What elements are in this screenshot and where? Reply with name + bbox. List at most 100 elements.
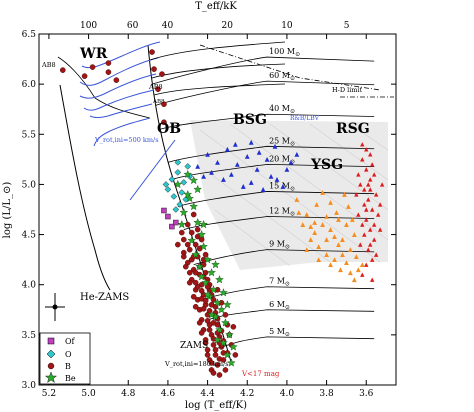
point-ysg-7	[344, 222, 349, 227]
point-bsg-14	[248, 180, 254, 185]
annotation-zams: ZAMS	[180, 341, 208, 351]
legend-label-o: O	[65, 350, 72, 359]
point-rsg-25	[373, 252, 379, 257]
point-be-11	[201, 278, 210, 287]
point-bsg-8	[284, 166, 290, 172]
annotation-ab8-right: AB8	[148, 83, 163, 91]
point-ysg-34	[338, 267, 343, 273]
point-bsg-20	[232, 141, 238, 147]
region-label-rsg: RSG	[336, 121, 370, 137]
point-rsg-7	[368, 227, 373, 232]
point-be-34	[211, 260, 220, 269]
track-label-sun-8: ⊙	[285, 281, 290, 288]
point-rsg-35	[360, 142, 365, 147]
y-axis-label: log (L/L_⊙)	[2, 182, 13, 239]
point-be-38	[177, 219, 187, 229]
x-tick-label-7: 3.8	[319, 389, 334, 399]
point-ysg-23	[342, 192, 347, 197]
x-tick-label-3: 4.6	[161, 389, 176, 399]
point-b-4	[113, 77, 120, 83]
point-bsg-21	[248, 139, 254, 145]
point-bsg-17	[280, 184, 286, 189]
wr-loops	[57, 56, 151, 119]
point-be-35	[215, 275, 224, 284]
point-bsg-16	[268, 174, 274, 179]
point-ysg-11	[316, 244, 322, 250]
point-ysg-31	[296, 210, 302, 215]
point-b-34	[210, 342, 217, 348]
point-be-23	[227, 358, 236, 367]
point-ysg-14	[336, 242, 341, 247]
point-bsg-22	[256, 149, 262, 155]
legend-marker-o	[46, 349, 56, 359]
point-b-88	[184, 241, 191, 248]
point-bsg-3	[234, 161, 240, 167]
point-bsg-9	[294, 151, 300, 157]
point-b-44	[202, 251, 209, 258]
point-ysg-2	[314, 202, 320, 207]
track-label-sun-7: ⊙	[285, 244, 290, 251]
point-be-30	[185, 193, 195, 203]
point-b-98	[180, 253, 187, 260]
upper-tracks	[149, 41, 286, 96]
point-of-2	[161, 207, 167, 214]
point-b-97	[175, 241, 181, 248]
track-label-sun-5: ⊙	[290, 185, 295, 192]
track-label-sun-3: ⊙	[290, 140, 295, 147]
point-rsg-6	[364, 217, 369, 222]
track-label-8: 7 M⊙	[269, 277, 290, 288]
point-ysg-4	[328, 227, 333, 232]
point-rsg-0	[360, 157, 365, 162]
track-label-sun-10: ⊙	[285, 331, 290, 338]
top-tick-label-2: 40	[162, 21, 174, 31]
track-label-10: 5 M⊙	[269, 327, 290, 338]
point-b-81	[200, 305, 207, 312]
y-tick-label-7: 6.5	[22, 30, 37, 40]
track-label-3: 25 M⊙	[269, 136, 295, 147]
point-bsg-7	[274, 177, 280, 182]
point-ysg-13	[332, 257, 337, 263]
point-b-59	[192, 303, 199, 310]
track-label-2: 40 M⊙	[269, 104, 295, 115]
point-bsg-15	[260, 187, 266, 192]
annotation-vrot-500: V_rot,ini=500 km/s	[94, 136, 159, 144]
legend-marker-b	[47, 362, 55, 370]
x-tick-label-4: 4.4	[200, 389, 215, 399]
point-rsg-18	[375, 212, 381, 217]
point-be-3	[179, 207, 189, 217]
point-ysg-26	[355, 267, 361, 273]
y-tick-label-0: 3.0	[22, 381, 37, 391]
track-label-7: 9 M⊙	[269, 240, 290, 251]
point-bsg-18	[195, 163, 201, 169]
x-tick-label-2: 4.8	[121, 389, 136, 399]
point-b-13	[188, 229, 195, 236]
point-b-8	[159, 71, 165, 77]
point-be-9	[195, 262, 205, 271]
point-ysg-6	[340, 237, 345, 242]
point-rsg-14	[358, 182, 363, 187]
point-o-8	[174, 159, 182, 166]
legend-marker-of	[47, 337, 55, 345]
point-be-27	[207, 310, 216, 319]
point-b-58	[190, 293, 197, 300]
rotating-tracks	[79, 41, 176, 201]
x-tick-label-8: 3.6	[359, 389, 374, 399]
point-b-9	[155, 86, 161, 92]
point-ysg-38	[308, 224, 314, 229]
point-be-7	[199, 242, 208, 251]
point-rsg-10	[370, 257, 375, 262]
point-b-102	[202, 297, 209, 304]
top-tick-label-0: 100	[80, 21, 97, 31]
point-ysg-17	[353, 254, 359, 260]
track-label-sun-0: ⊙	[295, 51, 300, 58]
point-be-18	[215, 325, 224, 334]
point-rsg-24	[368, 242, 373, 247]
point-bsg-23	[272, 143, 278, 149]
track-label-sun-9: ⊙	[285, 304, 290, 311]
point-o-3	[164, 186, 172, 193]
point-ysg-21	[328, 200, 333, 205]
point-bsg-13	[240, 184, 246, 189]
point-b-93	[208, 301, 215, 308]
point-be-21	[229, 342, 238, 351]
point-rsg-16	[373, 192, 379, 197]
